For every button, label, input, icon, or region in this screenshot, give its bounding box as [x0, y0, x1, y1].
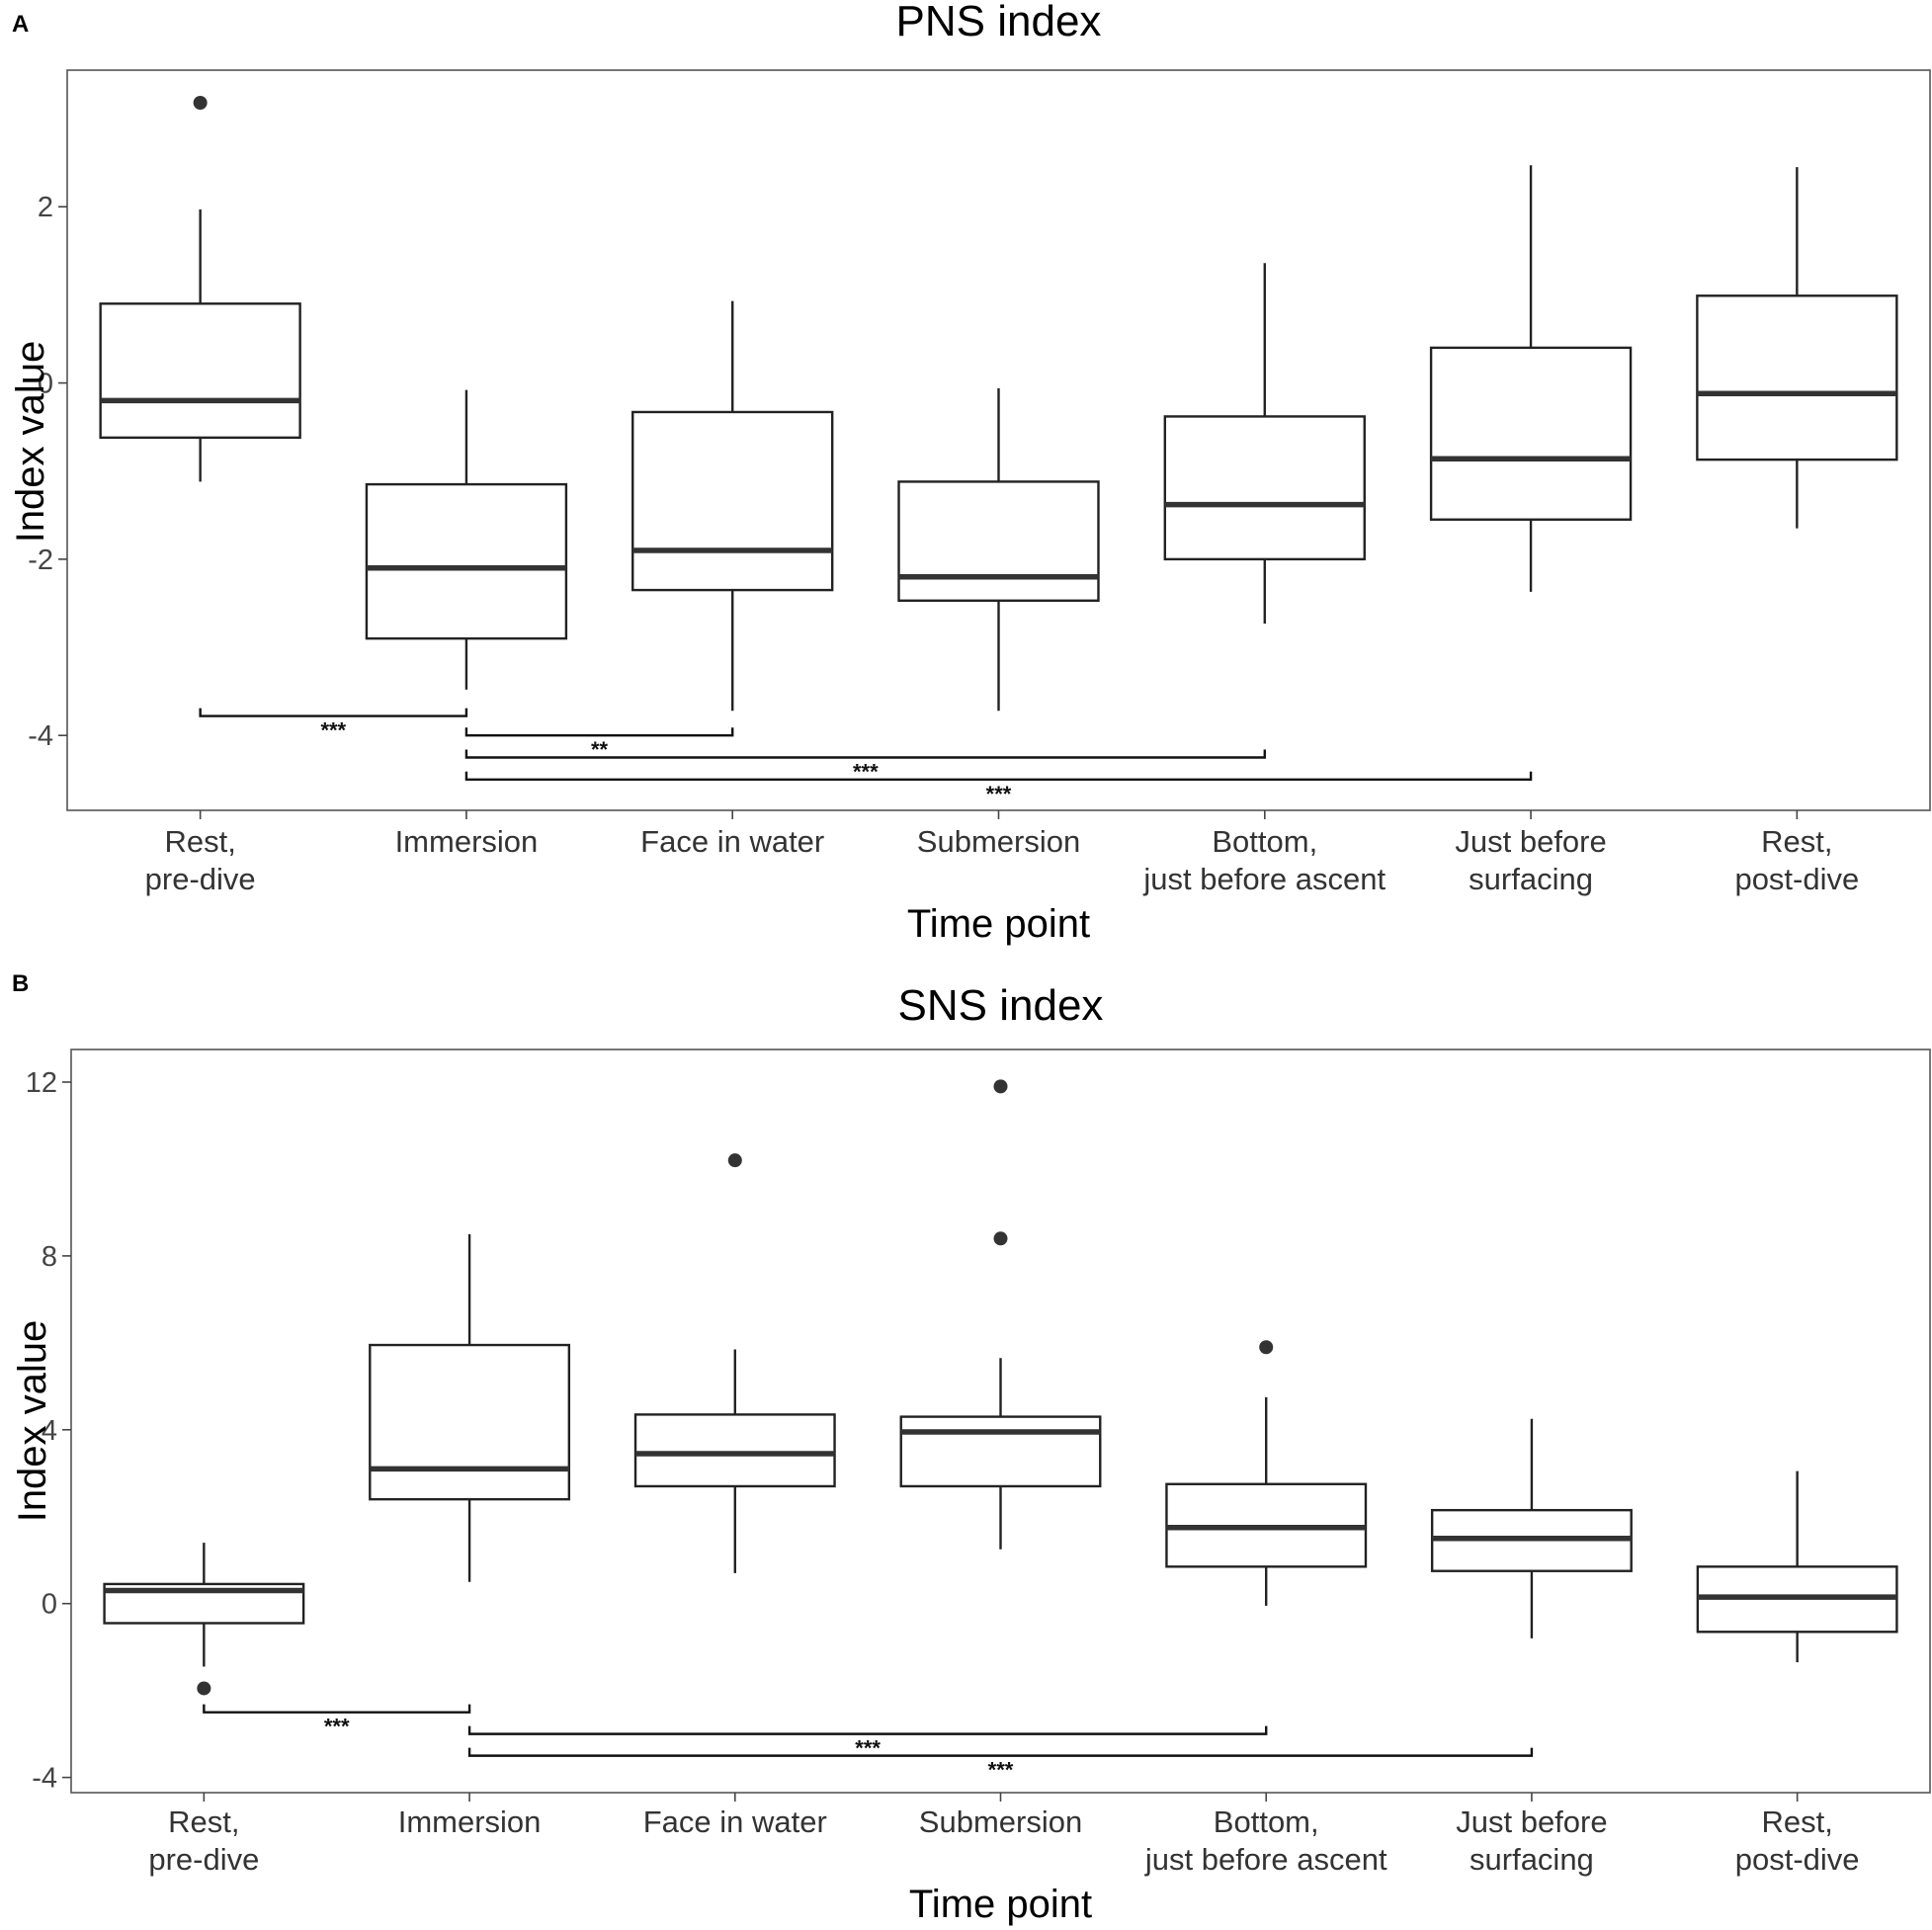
outlier-point	[1259, 1340, 1274, 1355]
bracket-line	[467, 1725, 1268, 1735]
bracket-line	[467, 1747, 1534, 1757]
box-rest-post-dive	[1696, 167, 1898, 529]
y-tick-label: 4	[42, 1415, 57, 1447]
box-just-before-surfacing	[1429, 165, 1633, 592]
outlier-point	[993, 1079, 1008, 1094]
x-axis-title: Time point	[909, 1883, 1092, 1926]
iqr-box	[365, 482, 568, 640]
bracket-line	[464, 771, 1533, 781]
y-tick-label: -4	[28, 720, 53, 752]
box-rest-pre-dive	[103, 1543, 305, 1696]
iqr-box	[1429, 346, 1633, 521]
y-tick-label: 0	[38, 369, 53, 400]
significance-label: ***	[320, 718, 346, 743]
significance-bracket: **	[464, 727, 734, 762]
significance-label: ***	[855, 1736, 881, 1761]
box-submersion	[897, 387, 1100, 712]
x-tick-label: surfacing	[1469, 862, 1593, 896]
y-tick-label: -2	[28, 545, 53, 576]
x-tick-label: Face in water	[643, 1804, 827, 1839]
significance-label: ***	[324, 1715, 350, 1739]
outlier-point	[193, 95, 208, 110]
outlier-point	[993, 1231, 1008, 1246]
panel-letter: A	[12, 11, 29, 38]
box-rest-post-dive	[1696, 1470, 1898, 1663]
x-tick-label: Immersion	[395, 824, 539, 859]
x-tick-label: post-dive	[1734, 862, 1859, 896]
box-submersion	[899, 1079, 1102, 1550]
y-tick-label: 2	[38, 192, 53, 223]
y-tick-label: 12	[26, 1067, 57, 1099]
chart-title: SNS index	[898, 981, 1104, 1030]
significance-bracket: ***	[464, 771, 1533, 806]
x-tick-label: Rest,	[164, 824, 235, 859]
box-face-in-water	[631, 300, 834, 712]
x-tick-label: Submersion	[919, 1804, 1082, 1839]
panel-letter: B	[12, 970, 29, 997]
x-tick-label: Bottom,	[1212, 824, 1317, 859]
significance-bracket: ***	[203, 1704, 471, 1739]
bracket-line	[464, 749, 1266, 759]
significance-bracket: ***	[467, 1747, 1534, 1783]
iqr-box	[633, 1413, 836, 1488]
iqr-box	[99, 302, 301, 440]
outlier-point	[197, 1681, 211, 1696]
x-tick-label: just before ascent	[1144, 1842, 1387, 1877]
y-axis-title: Index value	[9, 341, 52, 544]
x-tick-label: post-dive	[1735, 1842, 1860, 1877]
significance-label: **	[591, 737, 609, 762]
x-tick-label: Rest,	[168, 1804, 239, 1839]
y-tick-label: 8	[42, 1241, 57, 1273]
iqr-box	[1163, 415, 1366, 561]
box-just-before-surfacing	[1430, 1418, 1633, 1638]
bracket-line	[199, 708, 468, 717]
box-rest-pre-dive	[99, 95, 301, 482]
x-tick-label: pre-dive	[145, 862, 256, 896]
x-axis-title: Time point	[907, 902, 1090, 946]
box-immersion	[365, 389, 568, 690]
y-tick-label: -4	[32, 1763, 57, 1795]
chart-title: PNS index	[896, 0, 1102, 45]
bracket-line	[203, 1704, 471, 1714]
x-tick-label: Bottom,	[1214, 1804, 1319, 1839]
box-bottom-just-before-ascent	[1165, 1340, 1368, 1606]
y-axis-title: Index value	[11, 1320, 54, 1523]
x-tick-label: surfacing	[1470, 1842, 1594, 1877]
x-tick-label: Just before	[1456, 1804, 1607, 1839]
x-tick-label: Rest,	[1761, 824, 1832, 859]
x-tick-label: Just before	[1455, 824, 1606, 859]
x-tick-label: just before ascent	[1142, 862, 1386, 896]
box-immersion	[369, 1233, 571, 1582]
bracket-line	[464, 727, 734, 737]
y-tick-label: 0	[42, 1589, 57, 1621]
x-tick-label: pre-dive	[148, 1842, 259, 1877]
iqr-box	[899, 1415, 1102, 1488]
outlier-point	[727, 1153, 742, 1168]
significance-label: ***	[988, 1758, 1014, 1783]
box-bottom-just-before-ascent	[1163, 263, 1366, 624]
x-tick-label: Immersion	[398, 1804, 542, 1839]
iqr-box	[631, 410, 834, 592]
box-face-in-water	[633, 1153, 836, 1573]
iqr-box	[369, 1343, 571, 1501]
significance-bracket: ***	[199, 708, 468, 743]
x-tick-label: Rest,	[1761, 1804, 1832, 1839]
significance-label: ***	[986, 782, 1012, 806]
iqr-box	[897, 480, 1100, 602]
x-tick-label: Submersion	[917, 824, 1080, 859]
iqr-box	[1696, 294, 1898, 462]
x-tick-label: Face in water	[640, 824, 824, 859]
